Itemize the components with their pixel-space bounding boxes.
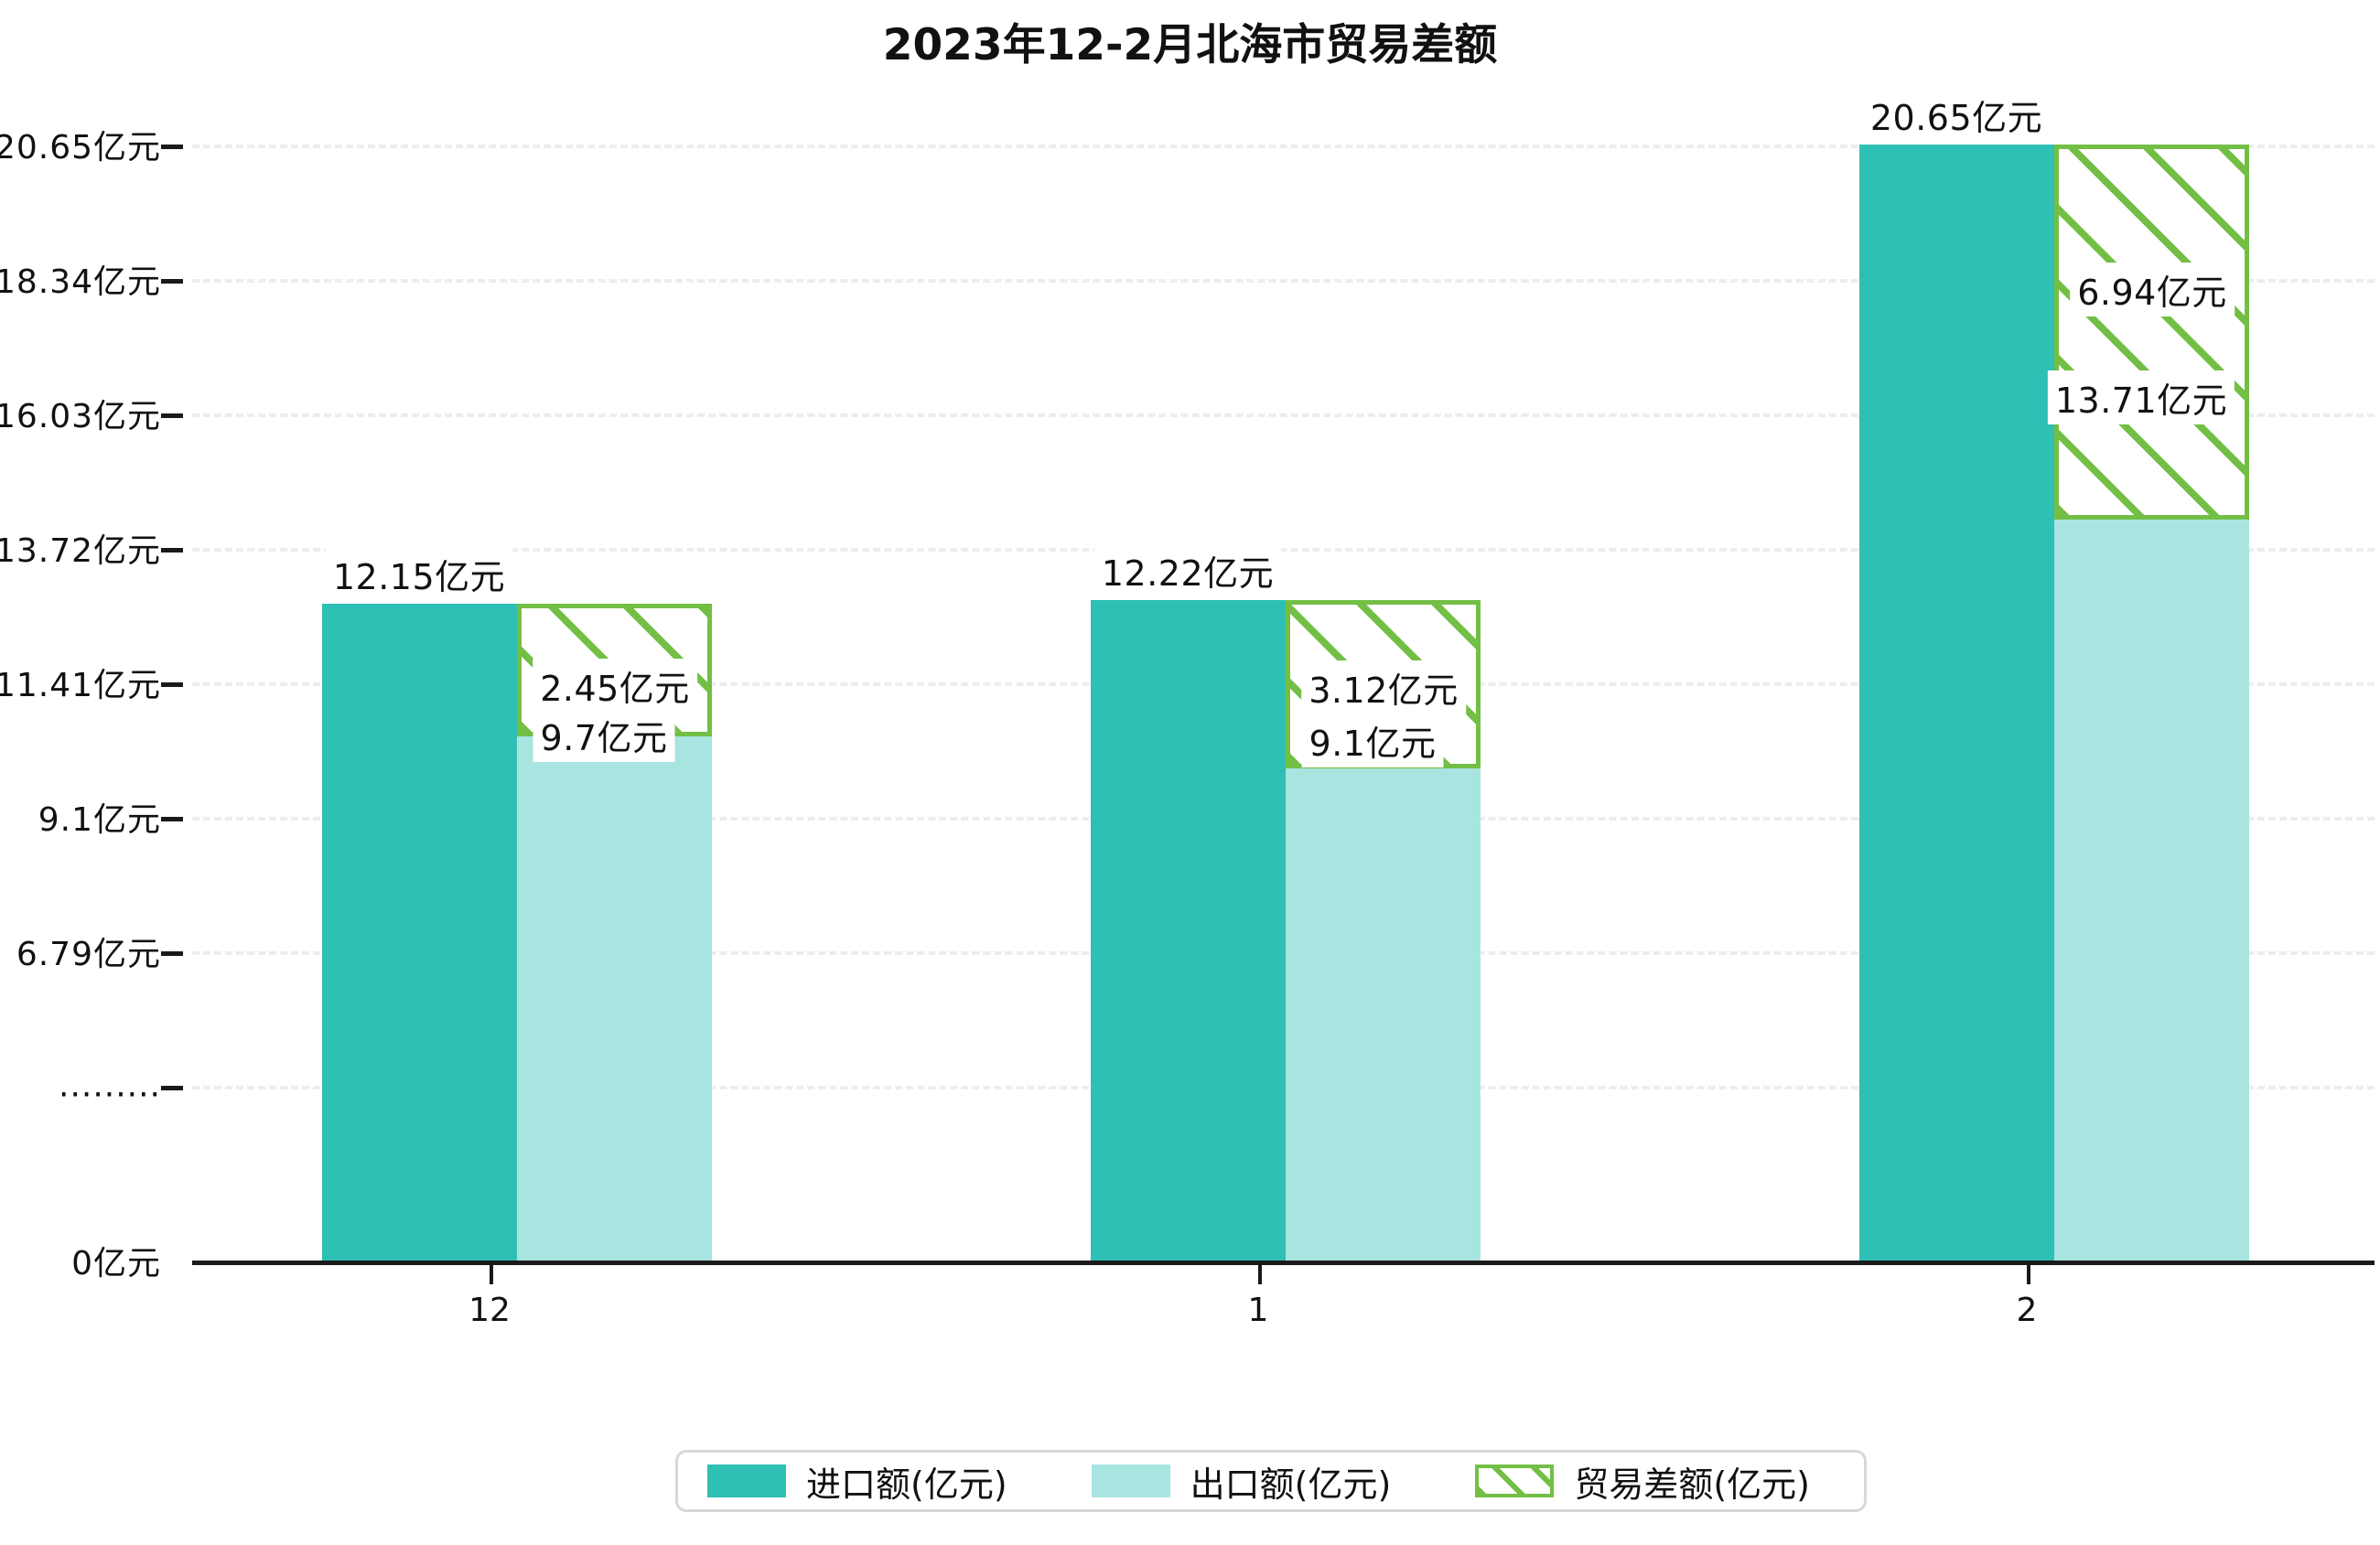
- y-tick-mark: [161, 682, 183, 687]
- bar-import-1[interactable]: [1091, 600, 1286, 1261]
- y-axis-label-6: 6.79亿元: [16, 936, 161, 973]
- y-axis-label-5: 9.1亿元: [38, 801, 161, 839]
- gridline: [192, 548, 2375, 552]
- bar-diff-2[interactable]: [2054, 145, 2249, 520]
- y-tick-mark: [161, 279, 183, 284]
- legend-swatch-import-icon: [707, 1465, 786, 1497]
- bar-export-2[interactable]: [2054, 520, 2249, 1261]
- legend-swatch-diff-icon: [1475, 1465, 1555, 1497]
- gridline: [192, 413, 2375, 417]
- value-label-import-2: 20.65亿元: [1862, 88, 2051, 142]
- x-axis-label-1: 1: [1247, 1292, 1269, 1329]
- x-axis-line: [192, 1261, 2375, 1265]
- legend-label-diff: 贸易差额(亿元): [1574, 1464, 1810, 1505]
- y-tick-mark: [161, 817, 183, 821]
- value-label-diff-12: 2.45亿元: [533, 659, 697, 713]
- bar-import-12[interactable]: [322, 604, 517, 1261]
- value-label-diff-2: 6.94亿元: [2070, 263, 2235, 317]
- x-tick-mark-2: [2027, 1261, 2030, 1284]
- legend-label-export: 出口额(亿元): [1190, 1464, 1392, 1505]
- y-axis-label-3: 13.72亿元: [0, 532, 161, 570]
- y-tick-mark: [161, 413, 183, 418]
- y-tick-mark: [161, 548, 183, 553]
- y-axis-label-2: 16.03亿元: [0, 398, 161, 435]
- plot-area: 20.65亿元 18.34亿元 16.03亿元 13.72亿元 11.41亿元: [0, 55, 2375, 1329]
- legend-item-diff[interactable]: 贸易差额(亿元): [1475, 1453, 1810, 1509]
- legend-item-import[interactable]: 进口额(亿元): [707, 1453, 1007, 1509]
- value-label-import-12: 12.15亿元: [325, 547, 513, 601]
- value-label-export-12: 9.7亿元: [533, 708, 675, 762]
- chart-title: 2023年12-2月北海市贸易差额: [882, 20, 1498, 70]
- legend-swatch-export-icon: [1091, 1465, 1170, 1497]
- y-tick-mark: [161, 145, 183, 149]
- value-label-export-2: 13.71亿元: [2047, 370, 2235, 424]
- chart-legend: 进口额(亿元) 出口额(亿元) 贸易差额(亿元): [675, 1450, 1867, 1512]
- bar-export-12[interactable]: [517, 736, 712, 1261]
- legend-label-import: 进口额(亿元): [806, 1464, 1007, 1505]
- value-label-export-1: 9.1亿元: [1301, 713, 1444, 767]
- y-tick-mark: [161, 1086, 183, 1090]
- y-axis-label-8: 0亿元: [71, 1245, 161, 1282]
- gridline: [192, 145, 2375, 148]
- bar-export-1[interactable]: [1286, 768, 1481, 1261]
- x-tick-mark-1: [1258, 1261, 1262, 1284]
- bar-import-2[interactable]: [1859, 145, 2054, 1261]
- x-tick-mark-12: [490, 1261, 493, 1284]
- x-axis-label-2: 2: [2016, 1292, 2038, 1329]
- y-axis-label-0: 20.65亿元: [0, 129, 161, 166]
- legend-item-export[interactable]: 出口额(亿元): [1091, 1453, 1392, 1509]
- value-label-import-1: 12.22亿元: [1093, 543, 1282, 597]
- y-axis-label-4: 11.41亿元: [0, 667, 161, 704]
- x-axis-label-12: 12: [468, 1292, 511, 1329]
- value-label-diff-1: 3.12亿元: [1301, 660, 1466, 714]
- y-axis-label-7: .........: [59, 1067, 161, 1105]
- gridline: [192, 279, 2375, 283]
- y-axis-label-1: 18.34亿元: [0, 263, 161, 301]
- y-tick-mark: [161, 951, 183, 956]
